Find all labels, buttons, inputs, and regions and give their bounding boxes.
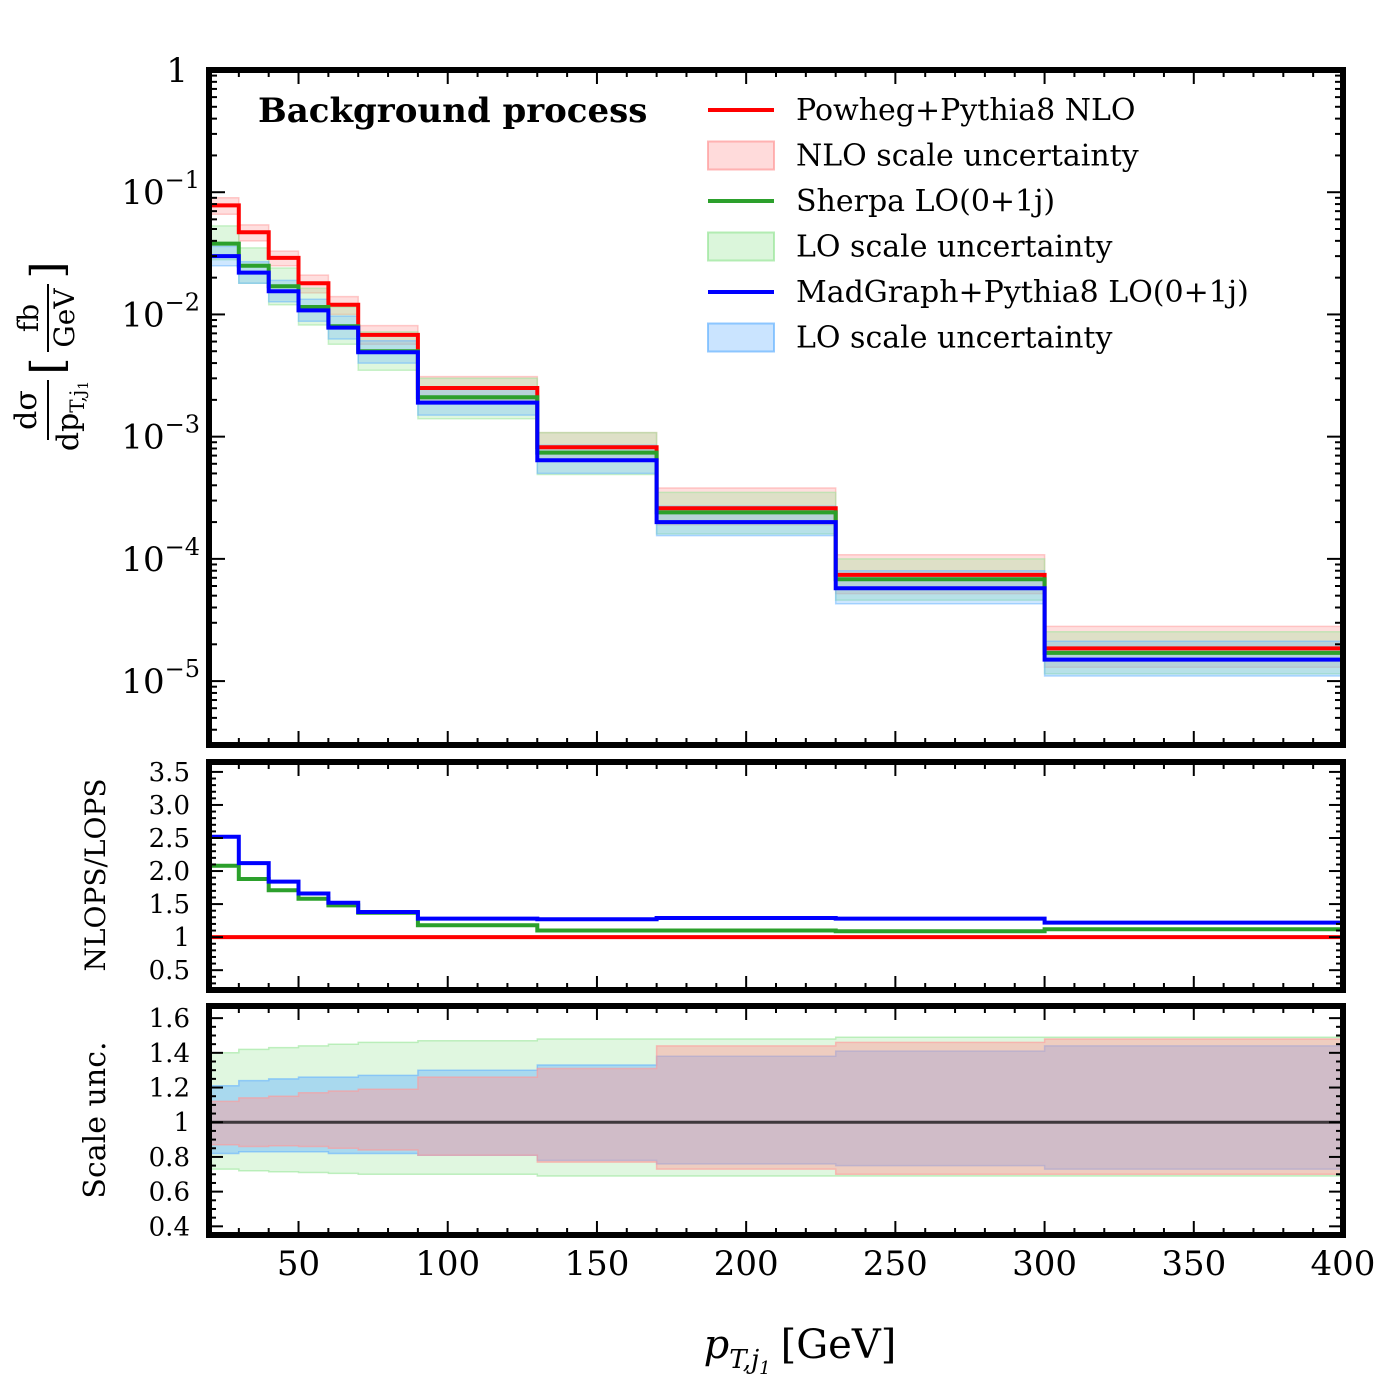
main-y-tick-label: 10−3	[121, 411, 200, 458]
scale-frame	[206, 1003, 1346, 1238]
legend-swatch-5	[707, 322, 775, 353]
legend: Powheg+Pythia8 NLO NLO scale uncertainty S…	[707, 93, 1249, 356]
x-axis-title: pT,j1[GeV]	[704, 1322, 897, 1379]
ratio-frame	[206, 759, 1346, 993]
x-tick-label: 250	[863, 1244, 928, 1284]
scale-y-tick-label: 1.6	[149, 1004, 190, 1034]
legend-label-4: MadGraph+Pythia8 LO(0+1j)	[796, 275, 1249, 310]
ratio-y-tick-label: 2.0	[149, 857, 190, 887]
y-unit-bracket-right: ]	[22, 261, 73, 278]
x-tick-label: 50	[277, 1244, 320, 1284]
ratio-plot-area	[209, 834, 1343, 940]
x-tick-label: 400	[1311, 1244, 1376, 1284]
x-tick-label: 200	[714, 1244, 779, 1284]
ratio-y-tick-label: 2.5	[149, 824, 190, 854]
scale-y-tick-label: 1.4	[149, 1039, 190, 1069]
main-y-unit: fb GeV [ ]	[12, 261, 81, 374]
main-y-tick-label: 10−1	[121, 166, 200, 213]
ratio-series-line-2	[209, 834, 1343, 925]
ratio-y-tick-label: 0.5	[149, 956, 190, 986]
main-y-tick-label: 1	[166, 51, 188, 91]
scale-y-tick-label: 0.6	[149, 1178, 190, 1208]
x-tick-label: 300	[1012, 1244, 1077, 1284]
scale-plot-area	[209, 1036, 1343, 1177]
y-label-denominator: dpT,j1	[51, 381, 92, 451]
scale-band-0	[209, 1036, 1343, 1177]
scale-band-2	[209, 1038, 1343, 1176]
legend-label-1: NLO scale uncertainty	[796, 139, 1139, 174]
main-band-0	[209, 197, 1343, 668]
ratio-y-axis-title: NLOPS/LOPS	[79, 778, 112, 971]
main-y-tick-label: 10−2	[121, 288, 200, 335]
scale-panel: 0.4 0.6 0.8 1 1.2 1.4 1.6 50 100 150 200 250 300 350 4…	[149, 1003, 1376, 1284]
legend-swatch-1	[707, 140, 775, 171]
chart-title: Background process	[258, 91, 647, 131]
main-band-2	[209, 245, 1343, 677]
legend-label-3: LO scale uncertainty	[796, 230, 1112, 265]
legend-label-2: Sherpa LO(0+1j)	[796, 184, 1055, 219]
x-tick-label: 350	[1161, 1244, 1226, 1284]
x-tick-label: 150	[564, 1244, 629, 1284]
y-label-numerator: dσ	[9, 390, 44, 430]
main-series-line-2	[209, 254, 1343, 662]
ratio-panel: 0.511.52.02.53.03.5	[149, 758, 1346, 993]
scale-y-axis-title: Scale unc.	[78, 1041, 113, 1198]
legend-swatch-3	[707, 231, 775, 262]
x-tick-label: 100	[415, 1244, 480, 1284]
main-y-tick-label: 10−4	[121, 533, 200, 580]
main-plot-area	[209, 197, 1343, 677]
ratio-y-tick-label: 3.0	[149, 791, 190, 821]
scale-y-tick-label: 0.4	[149, 1212, 190, 1242]
main-y-tick-label: 10−5	[121, 655, 200, 702]
scale-y-tick-label: 0.8	[149, 1143, 190, 1173]
y-unit-bracket-left: [	[22, 357, 73, 374]
main-frame	[206, 67, 1346, 748]
ratio-y-tick-label: 3.5	[149, 758, 190, 788]
y-unit-denominator: GeV	[48, 288, 81, 348]
main-series-line-0	[209, 203, 1343, 651]
main-panel: 1 10−1 10−2 10−3 10−4 10−5	[121, 51, 1346, 748]
main-y-axis-title: dσ dpT,j1	[9, 380, 92, 451]
legend-label-0: Powheg+Pythia8 NLO	[796, 93, 1136, 128]
ratio-y-tick-label: 1.5	[149, 890, 190, 920]
ratio-y-tick-label: 1	[173, 923, 190, 953]
scale-y-tick-label: 1	[173, 1108, 190, 1138]
y-unit-numerator: fb	[12, 304, 45, 332]
legend-label-5: LO scale uncertainty	[796, 321, 1112, 356]
scale-y-tick-label: 1.2	[149, 1074, 190, 1104]
